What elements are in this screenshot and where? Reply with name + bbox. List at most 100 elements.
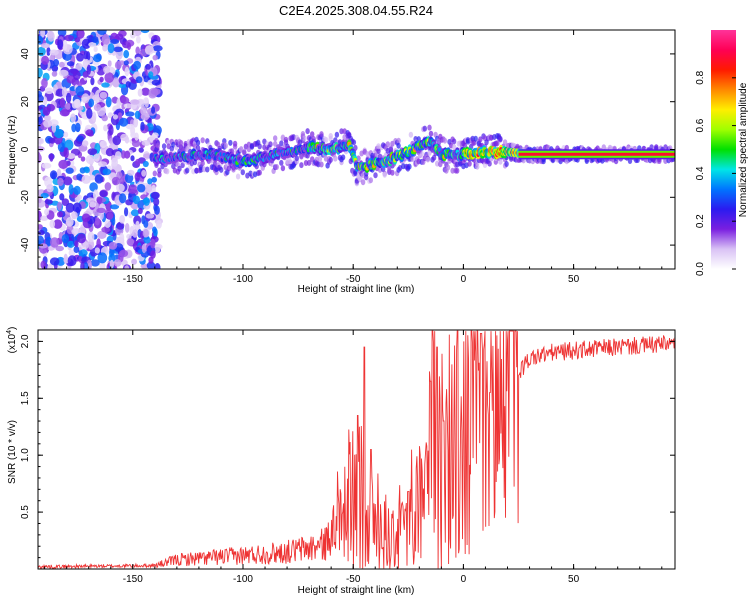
heatmap-halo-cell bbox=[451, 144, 457, 151]
heatmap-noise-cell bbox=[103, 66, 111, 74]
heatmap-halo-cell bbox=[396, 137, 401, 144]
heatmap-halo-cell bbox=[157, 171, 162, 178]
heatmap-halo-cell bbox=[319, 161, 324, 168]
heatmap-noise-cell bbox=[40, 43, 51, 49]
heatmap-noise-cell bbox=[75, 85, 85, 96]
heatmap-halo-cell bbox=[657, 158, 662, 164]
snr-x-tick-label: -50 bbox=[346, 574, 361, 585]
heatmap-halo-cell bbox=[502, 139, 508, 146]
heatmap-noise-cell bbox=[49, 257, 60, 266]
spectrogram-y-tick-label: 20 bbox=[20, 96, 31, 108]
snr-exponent-power: 4 bbox=[6, 330, 13, 334]
heatmap-noise-cell bbox=[151, 132, 159, 138]
heatmap-halo-cell bbox=[152, 170, 157, 177]
heatmap-halo-cell bbox=[323, 136, 329, 143]
heatmap-halo-cell bbox=[462, 142, 468, 149]
heatmap-noise-cell bbox=[88, 98, 95, 108]
heatmap-noise-cell bbox=[113, 46, 123, 52]
colorbar-label: Normalized spectral amplitude bbox=[738, 82, 749, 217]
heatmap-noise-cell bbox=[62, 39, 68, 51]
heatmap-noise-cell bbox=[85, 154, 95, 165]
heatmap-halo-cell bbox=[302, 135, 307, 142]
heatmap-noise-cell bbox=[49, 219, 56, 229]
spectrogram-x-tick-label: -100 bbox=[233, 274, 253, 285]
heatmap-noise-cell bbox=[114, 60, 122, 70]
colorbar-tick-label: 0.4 bbox=[695, 166, 706, 180]
heatmap-noise-cell bbox=[137, 207, 143, 215]
heatmap-noise-cell bbox=[111, 176, 121, 186]
svg-text:(x104): (x104) bbox=[6, 327, 18, 354]
spectrogram-x-label: Height of straight line (km) bbox=[298, 284, 415, 295]
heatmap-noise-cell bbox=[38, 146, 45, 152]
heatmap-halo-cell bbox=[274, 164, 279, 170]
heatmap-noise-cell bbox=[43, 119, 53, 128]
heatmap-noise-cell bbox=[145, 184, 153, 193]
heatmap-halo-cell bbox=[317, 156, 323, 162]
heatmap-noise-cell bbox=[57, 142, 66, 153]
heatmap-noise-cell bbox=[135, 158, 141, 166]
heatmap-halo-cell bbox=[273, 140, 278, 147]
heatmap-noise-cell bbox=[53, 59, 60, 67]
heatmap-noise-cell bbox=[41, 77, 48, 89]
heatmap-halo-cell bbox=[305, 128, 310, 135]
heatmap-noise-cell bbox=[75, 63, 83, 71]
heatmap-noise-cell bbox=[110, 39, 120, 45]
heatmap-noise-cell bbox=[150, 250, 156, 259]
heatmap-noise-cell bbox=[124, 207, 129, 217]
heatmap-noise-cell bbox=[82, 71, 89, 78]
heatmap-noise-cell bbox=[124, 223, 130, 233]
heatmap-noise-cell bbox=[109, 259, 115, 269]
heatmap-noise-cell bbox=[63, 253, 68, 264]
heatmap-noise-cell bbox=[102, 44, 108, 52]
heatmap-noise-cell bbox=[151, 184, 157, 194]
snr-exponent-close: ) bbox=[7, 327, 18, 330]
heatmap-noise-cell bbox=[116, 221, 125, 230]
heatmap-noise-cell bbox=[94, 217, 100, 226]
heatmap-noise-cell bbox=[79, 167, 86, 174]
heatmap-halo-cell bbox=[279, 140, 284, 147]
heatmap-noise-cell bbox=[38, 67, 43, 78]
figure-title: C2E4.2025.308.04.55.R24 bbox=[279, 3, 433, 18]
heatmap-halo-cell bbox=[177, 165, 182, 172]
heatmap-noise-cell bbox=[124, 66, 130, 77]
heatmap-noise-cell bbox=[66, 61, 75, 67]
heatmap-halo-cell bbox=[239, 146, 244, 152]
heatmap-noise-cell bbox=[85, 129, 94, 137]
heatmap-noise-cell bbox=[126, 233, 132, 240]
heatmap-noise-cell bbox=[99, 261, 106, 269]
heatmap-noise-cell bbox=[82, 140, 89, 147]
heatmap-noise-cell bbox=[90, 77, 95, 86]
heatmap-noise-cell bbox=[97, 230, 107, 239]
heatmap-noise-cell bbox=[104, 72, 114, 83]
heatmap-noise-cell bbox=[97, 252, 108, 264]
heatmap-noise-cell bbox=[42, 106, 51, 116]
snr-x-tick-label: -150 bbox=[123, 574, 143, 585]
heatmap-noise-cell bbox=[127, 169, 135, 176]
heatmap-halo-cell bbox=[268, 141, 273, 148]
spectrogram-y-tick-label: -20 bbox=[20, 190, 31, 205]
snr-exponent: (x104) bbox=[6, 327, 18, 354]
heatmap-cells bbox=[38, 30, 675, 269]
heatmap-noise-cell bbox=[143, 236, 151, 244]
heatmap-noise-cell bbox=[51, 71, 58, 77]
heatmap-noise-cell bbox=[116, 98, 121, 109]
heatmap-halo-cell bbox=[357, 175, 363, 182]
heatmap-noise-cell bbox=[96, 207, 106, 214]
heatmap-noise-cell bbox=[104, 220, 111, 228]
heatmap-noise-cell bbox=[40, 215, 49, 221]
heatmap-noise-cell bbox=[46, 46, 51, 56]
heatmap-noise-cell bbox=[104, 182, 112, 191]
heatmap-halo-cell bbox=[390, 169, 395, 176]
heatmap-noise-cell bbox=[71, 123, 77, 133]
heatmap-noise-cell bbox=[134, 172, 141, 182]
heatmap-noise-cell bbox=[86, 108, 93, 119]
heatmap-halo-cell bbox=[323, 155, 329, 162]
heatmap-noise-cell bbox=[140, 30, 150, 34]
heatmap-halo-cell bbox=[368, 177, 373, 184]
heatmap-noise-cell bbox=[123, 103, 133, 109]
heatmap-halo-cell bbox=[428, 130, 434, 137]
heatmap-noise-cell bbox=[155, 220, 162, 229]
spectrogram-x-tick-label: -150 bbox=[123, 274, 143, 285]
heatmap-halo-cell bbox=[273, 135, 278, 142]
spectrogram-x-tick-label: 0 bbox=[461, 274, 467, 285]
